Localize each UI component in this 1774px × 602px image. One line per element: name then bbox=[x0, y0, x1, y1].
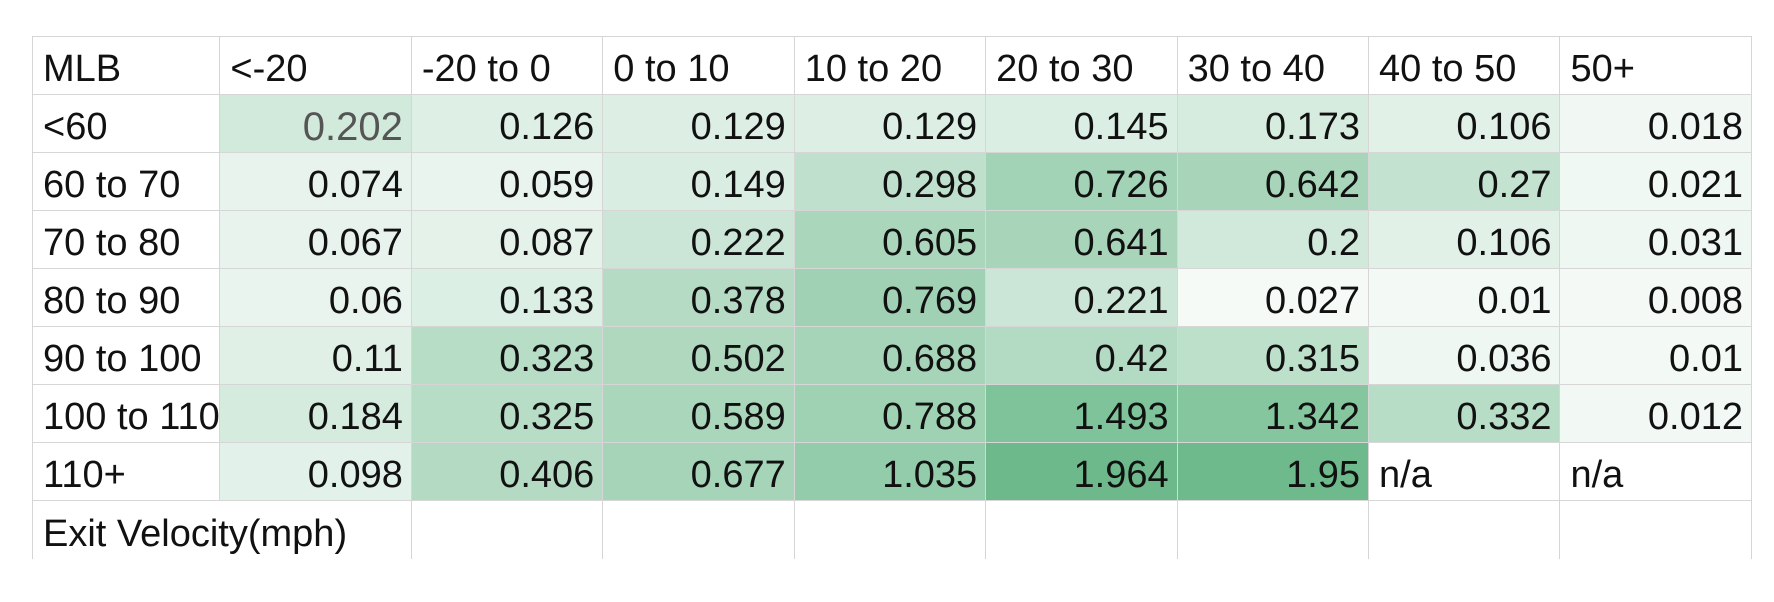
table-cell[interactable]: 1.964 bbox=[985, 442, 1178, 501]
row-label[interactable]: 90 to 100 bbox=[31, 326, 221, 385]
table-row: 110+ 0.098 0.406 0.677 1.035 1.964 1.95 n/a n/a bbox=[31, 442, 1752, 501]
table-body: MLB <-20 -20 to 0 0 to 10 10 to 20 20 to… bbox=[31, 36, 1752, 559]
empty-cell[interactable] bbox=[602, 500, 795, 559]
table-cell[interactable]: 0.129 bbox=[602, 94, 795, 153]
table-cell[interactable]: 0.01 bbox=[1559, 326, 1752, 385]
table-cell[interactable]: 0.298 bbox=[793, 152, 987, 211]
table-cell[interactable]: 0.067 bbox=[219, 210, 412, 269]
table-cell[interactable]: 1.035 bbox=[793, 442, 987, 501]
table-cell[interactable]: 0.012 bbox=[1559, 384, 1752, 443]
table-cell[interactable]: 0.106 bbox=[1368, 210, 1561, 269]
table-cell[interactable]: 0.27 bbox=[1368, 152, 1561, 211]
corner-label-cell[interactable]: MLB bbox=[31, 36, 221, 95]
column-header[interactable]: 30 to 40 bbox=[1176, 36, 1370, 95]
table-cell[interactable]: 0.325 bbox=[410, 384, 604, 443]
table-cell[interactable]: 0.021 bbox=[1559, 152, 1752, 211]
launch-angle-exit-velocity-table: MLB <-20 -20 to 0 0 to 10 10 to 20 20 to… bbox=[31, 36, 1752, 559]
table-cell[interactable]: n/a bbox=[1368, 442, 1561, 501]
empty-cell[interactable] bbox=[985, 500, 1178, 559]
table-cell[interactable]: 0.149 bbox=[602, 152, 795, 211]
empty-cell[interactable] bbox=[410, 500, 604, 559]
header-row: MLB <-20 -20 to 0 0 to 10 10 to 20 20 to… bbox=[31, 36, 1752, 95]
table-cell[interactable]: 0.126 bbox=[410, 94, 604, 153]
empty-cell[interactable] bbox=[1176, 500, 1370, 559]
row-label[interactable]: <60 bbox=[31, 94, 221, 153]
table-cell[interactable]: 0.031 bbox=[1559, 210, 1752, 269]
table-cell[interactable]: 0.106 bbox=[1368, 94, 1561, 153]
table-cell[interactable]: 0.008 bbox=[1559, 268, 1752, 327]
table-cell[interactable]: 0.018 bbox=[1559, 94, 1752, 153]
table-row: 100 to 110 0.184 0.325 0.589 0.788 1.493 1.342… bbox=[31, 384, 1752, 443]
table-cell[interactable]: 0.605 bbox=[793, 210, 987, 269]
table-cell[interactable]: 1.342 bbox=[1176, 384, 1370, 443]
table-cell[interactable]: 0.589 bbox=[602, 384, 795, 443]
column-header[interactable]: 20 to 30 bbox=[985, 36, 1178, 95]
table-cell[interactable]: 0.059 bbox=[410, 152, 604, 211]
table-cell[interactable]: 0.641 bbox=[985, 210, 1178, 269]
table-cell[interactable]: 0.769 bbox=[793, 268, 987, 327]
column-header[interactable]: <-20 bbox=[219, 36, 412, 95]
table-cell[interactable]: 0.202 bbox=[219, 94, 412, 153]
table-cell[interactable]: 0.098 bbox=[219, 442, 412, 501]
table-cell[interactable]: 0.2 bbox=[1176, 210, 1370, 269]
table-cell[interactable]: 1.493 bbox=[985, 384, 1178, 443]
footer-label-cell[interactable]: Exit Velocity(mph) bbox=[32, 500, 412, 559]
table-cell[interactable]: 0.173 bbox=[1176, 94, 1370, 153]
column-header[interactable]: 40 to 50 bbox=[1368, 36, 1561, 95]
column-header[interactable]: 50+ bbox=[1559, 36, 1752, 95]
table-cell[interactable]: 0.378 bbox=[602, 268, 795, 327]
table-cell[interactable]: 0.726 bbox=[985, 152, 1178, 211]
table-cell[interactable]: 0.406 bbox=[410, 442, 604, 501]
empty-cell[interactable] bbox=[1559, 500, 1752, 559]
table-cell[interactable]: 0.184 bbox=[219, 384, 412, 443]
table-cell[interactable]: 0.788 bbox=[793, 384, 987, 443]
table-cell[interactable]: 0.129 bbox=[793, 94, 987, 153]
column-header[interactable]: 0 to 10 bbox=[602, 36, 795, 95]
table-cell[interactable]: 0.688 bbox=[793, 326, 987, 385]
table-cell[interactable]: 0.11 bbox=[219, 326, 412, 385]
table-cell[interactable]: 0.315 bbox=[1176, 326, 1370, 385]
column-header[interactable]: 10 to 20 bbox=[793, 36, 987, 95]
table-cell[interactable]: 0.145 bbox=[985, 94, 1178, 153]
table-row: 60 to 70 0.074 0.059 0.149 0.298 0.726 0.642 0.… bbox=[31, 152, 1752, 211]
table-cell[interactable]: n/a bbox=[1559, 442, 1752, 501]
table-row: 90 to 100 0.11 0.323 0.502 0.688 0.42 0.315 0.0… bbox=[31, 326, 1752, 385]
footer-row: Exit Velocity(mph) bbox=[32, 500, 1752, 559]
row-label[interactable]: 60 to 70 bbox=[31, 152, 221, 211]
table-cell[interactable]: 0.087 bbox=[410, 210, 604, 269]
table-cell[interactable]: 0.502 bbox=[602, 326, 795, 385]
table-cell[interactable]: 0.027 bbox=[1176, 268, 1370, 327]
table-cell[interactable]: 0.036 bbox=[1368, 326, 1561, 385]
table-cell[interactable]: 0.074 bbox=[219, 152, 412, 211]
table-cell[interactable]: 0.642 bbox=[1176, 152, 1370, 211]
table-cell[interactable]: 0.677 bbox=[602, 442, 795, 501]
column-header[interactable]: -20 to 0 bbox=[410, 36, 604, 95]
table-cell[interactable]: 0.222 bbox=[602, 210, 795, 269]
table-cell[interactable]: 0.332 bbox=[1368, 384, 1561, 443]
table-cell[interactable]: 0.06 bbox=[219, 268, 412, 327]
table-row: 80 to 90 0.06 0.133 0.378 0.769 0.221 0.027 0.0… bbox=[31, 268, 1752, 327]
empty-cell[interactable] bbox=[793, 500, 987, 559]
table-row: <60 0.202 0.126 0.129 0.129 0.145 0.173 0.106 0.… bbox=[31, 94, 1752, 153]
table-row: 70 to 80 0.067 0.087 0.222 0.605 0.641 0.2 0.10… bbox=[31, 210, 1752, 269]
row-label[interactable]: 110+ bbox=[31, 442, 221, 501]
empty-cell[interactable] bbox=[1368, 500, 1561, 559]
table-cell[interactable]: 1.95 bbox=[1176, 442, 1370, 501]
table-cell[interactable]: 0.221 bbox=[985, 268, 1178, 327]
row-label[interactable]: 100 to 110 bbox=[31, 384, 221, 443]
table-cell[interactable]: 0.42 bbox=[985, 326, 1178, 385]
table-cell[interactable]: 0.01 bbox=[1368, 268, 1561, 327]
table-cell[interactable]: 0.133 bbox=[410, 268, 604, 327]
row-label[interactable]: 70 to 80 bbox=[31, 210, 221, 269]
table-cell[interactable]: 0.323 bbox=[410, 326, 604, 385]
row-label[interactable]: 80 to 90 bbox=[31, 268, 221, 327]
